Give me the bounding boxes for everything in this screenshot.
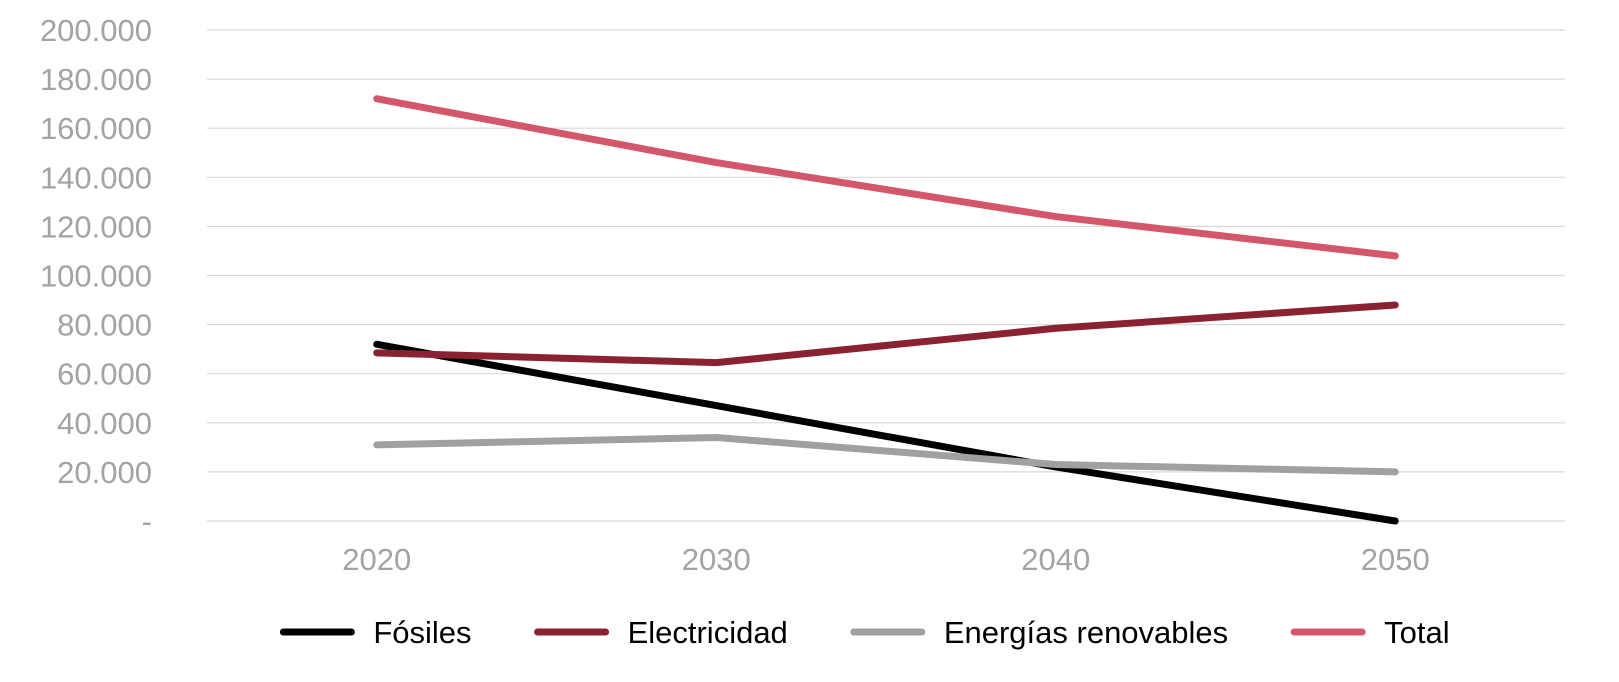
x-tick-label: 2040: [1021, 542, 1090, 577]
legend-label-total: Total: [1384, 615, 1449, 650]
series-lines: [373, 95, 1399, 525]
legend-label-electricidad: Electricidad: [628, 615, 788, 650]
x-tick-label: 2030: [682, 542, 751, 577]
y-axis-tick-labels: - 20.000 40.000 60.000 80.000 100.000 120.000 1…: [40, 13, 152, 539]
y-tick-label: 200.000: [40, 13, 152, 48]
y-tick-label: 20.000: [57, 455, 152, 490]
y-tick-label: 160.000: [40, 111, 152, 146]
y-tick-label: 100.000: [40, 259, 152, 294]
legend-label-f-siles: Fósiles: [373, 615, 471, 650]
legend-label-energ-as-renovables: Energías renovables: [944, 615, 1228, 650]
gridlines: [207, 29, 1565, 522]
y-tick-label: 60.000: [57, 357, 152, 392]
series-line-electricidad: [373, 301, 1399, 367]
y-tick-label: 120.000: [40, 209, 152, 244]
legend: Fósiles Electricidad Energías renovables To…: [279, 615, 1450, 650]
y-tick-label: 140.000: [40, 160, 152, 195]
y-tick-label: -: [142, 504, 152, 539]
series-line-total: [373, 95, 1399, 260]
series-line-f-siles: [373, 340, 1399, 525]
y-tick-label: 180.000: [40, 62, 152, 97]
series-line-energ-as-renovables: [373, 434, 1399, 476]
x-tick-label: 2020: [342, 542, 411, 577]
y-tick-label: 80.000: [57, 308, 152, 343]
y-tick-label: 40.000: [57, 406, 152, 441]
x-tick-label: 2050: [1361, 542, 1430, 577]
x-axis-tick-labels: 2020 2030 2040 2050: [342, 542, 1429, 577]
